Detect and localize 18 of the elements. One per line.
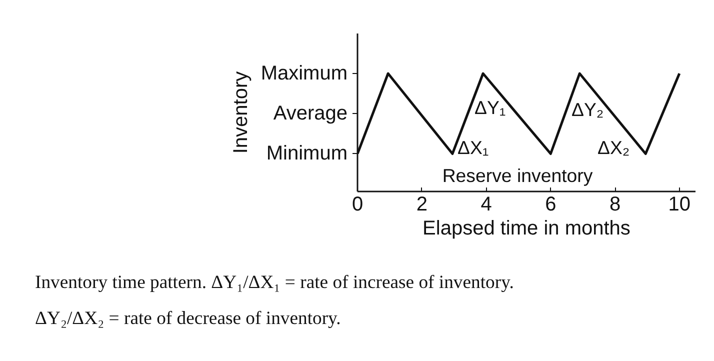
text: Inventory xyxy=(230,71,252,154)
x-tick-label: 0 xyxy=(352,194,364,216)
annotation: ΔX₁ xyxy=(458,137,489,158)
text: Maximum xyxy=(260,62,348,84)
x-tick-label: 10 xyxy=(668,194,691,216)
text: Inventory time pattern. ΔY₁/ΔX₁ = rate of increase of inventory. xyxy=(35,271,514,295)
annotation: Reserve inventory xyxy=(442,165,594,186)
x-axis-title: Elapsed time in months xyxy=(422,218,630,240)
text: ΔY₂/ΔX₂ = rate of decrease of inventory. xyxy=(35,307,341,331)
x-tick-label: 6 xyxy=(545,194,556,216)
annotation: ΔY₂ xyxy=(572,99,604,120)
text: Minimum xyxy=(266,142,348,164)
x-tick-label: 8 xyxy=(609,194,621,216)
annotation: ΔY₁ xyxy=(474,97,506,118)
x-tick-label: 2 xyxy=(416,194,428,216)
annotation: ΔX₂ xyxy=(598,137,630,158)
x-tick-label: 4 xyxy=(480,194,492,216)
text: Average xyxy=(273,102,348,124)
